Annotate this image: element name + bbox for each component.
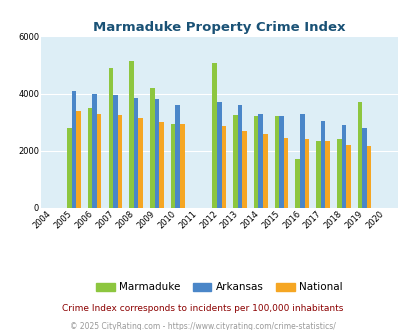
Bar [117, 115, 122, 208]
Bar [113, 95, 117, 208]
Bar [71, 91, 76, 208]
Bar [221, 126, 226, 208]
Bar [76, 111, 81, 208]
Bar [237, 105, 242, 208]
Bar [320, 121, 324, 208]
Bar [345, 145, 350, 208]
Bar [324, 141, 329, 208]
Bar [216, 102, 221, 208]
Bar [274, 116, 279, 208]
Bar [362, 128, 366, 208]
Bar [336, 139, 341, 208]
Bar [108, 68, 113, 208]
Bar [341, 125, 345, 208]
Bar [175, 105, 179, 208]
Bar [129, 61, 134, 208]
Bar [150, 88, 154, 208]
Bar [92, 93, 97, 208]
Legend: Marmaduke, Arkansas, National: Marmaduke, Arkansas, National [92, 278, 346, 297]
Bar [262, 134, 267, 208]
Bar [97, 114, 101, 208]
Bar [159, 122, 163, 208]
Bar [283, 138, 288, 208]
Bar [357, 102, 362, 208]
Bar [154, 99, 159, 208]
Title: Marmaduke Property Crime Index: Marmaduke Property Crime Index [93, 21, 345, 34]
Bar [304, 139, 309, 208]
Bar [253, 116, 258, 208]
Bar [295, 159, 299, 208]
Bar [87, 108, 92, 208]
Bar [232, 115, 237, 208]
Bar [242, 131, 246, 208]
Bar [67, 128, 71, 208]
Bar [299, 114, 304, 208]
Bar [171, 123, 175, 208]
Text: © 2025 CityRating.com - https://www.cityrating.com/crime-statistics/: © 2025 CityRating.com - https://www.city… [70, 322, 335, 330]
Bar [134, 98, 138, 208]
Bar [212, 63, 216, 208]
Bar [179, 123, 184, 208]
Bar [258, 114, 262, 208]
Text: Crime Index corresponds to incidents per 100,000 inhabitants: Crime Index corresponds to incidents per… [62, 304, 343, 313]
Bar [366, 147, 371, 208]
Bar [315, 141, 320, 208]
Bar [279, 116, 283, 208]
Bar [138, 118, 143, 208]
